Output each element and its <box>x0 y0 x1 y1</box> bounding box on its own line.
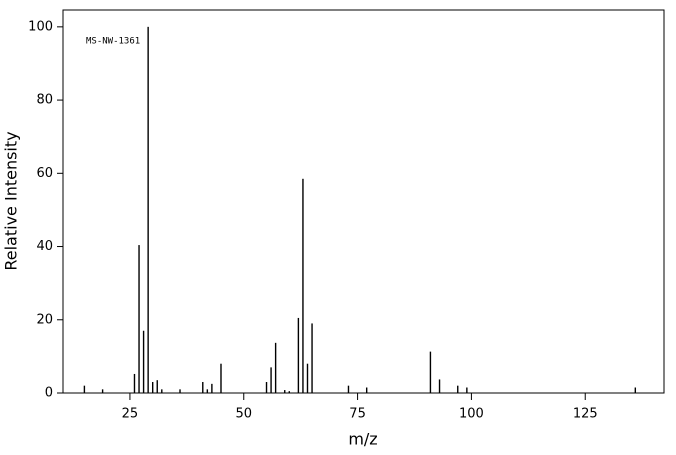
x-tick-label: 75 <box>349 407 366 422</box>
y-tick-label: 40 <box>36 239 53 254</box>
peak <box>347 385 350 393</box>
y-tick-label: 60 <box>36 166 53 181</box>
peak <box>634 387 637 393</box>
peak <box>438 379 441 393</box>
plot-frame <box>62 9 665 394</box>
x-tick-label: 50 <box>235 407 252 422</box>
peak <box>101 389 104 393</box>
peak <box>466 387 468 393</box>
peak <box>311 323 313 393</box>
peak <box>211 383 213 393</box>
x-tick-label: 125 <box>573 407 598 422</box>
peak <box>302 178 304 393</box>
peak <box>270 367 272 393</box>
peak <box>206 389 209 393</box>
peak <box>265 382 268 393</box>
peak <box>365 387 368 393</box>
peak <box>306 363 309 393</box>
peak <box>142 330 145 393</box>
peak <box>161 389 163 393</box>
peak <box>202 382 204 393</box>
y-tick-label: 20 <box>36 312 53 327</box>
peak <box>156 380 158 393</box>
peak <box>457 385 459 393</box>
peak <box>138 245 140 393</box>
peak <box>151 382 154 393</box>
peak <box>288 391 290 393</box>
peak <box>147 26 149 394</box>
peak <box>179 389 181 393</box>
peak <box>133 373 136 393</box>
peak <box>284 390 286 393</box>
y-tick-label: 0 <box>45 386 53 401</box>
peak <box>220 363 222 393</box>
x-tick-label: 25 <box>122 407 139 422</box>
peak <box>297 317 300 393</box>
y-tick-label: 80 <box>36 93 53 108</box>
peak <box>83 385 86 393</box>
x-tick-label: 100 <box>459 407 484 422</box>
y-axis-label: Relative Intensity <box>2 131 21 270</box>
annotation: MS-NW-1361 <box>86 37 140 47</box>
peak <box>429 351 432 393</box>
x-axis-label: m/z <box>348 430 377 449</box>
peak <box>274 342 277 393</box>
y-tick-label: 100 <box>28 19 53 34</box>
